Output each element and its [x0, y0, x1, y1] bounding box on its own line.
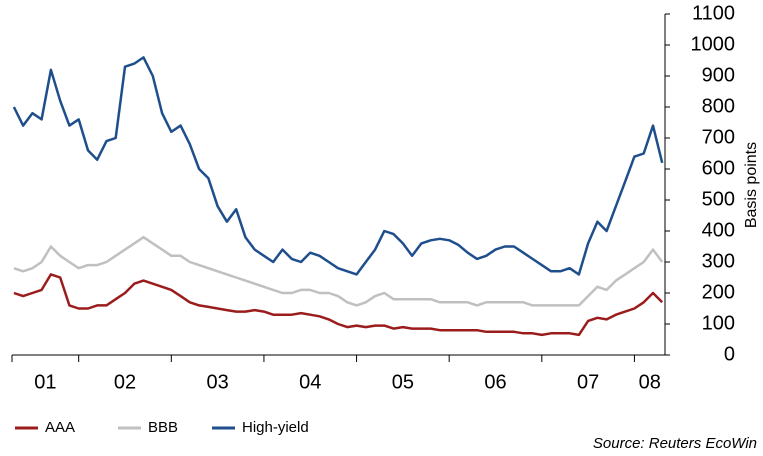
x-tick-label: 02	[114, 371, 136, 393]
x-tick-label: 06	[484, 371, 506, 393]
y-tick-label: 300	[702, 250, 735, 272]
legend-label: BBB	[148, 419, 178, 436]
y-tick-label: 400	[702, 219, 735, 241]
source-note: Source: Reuters EcoWin	[593, 435, 757, 451]
legend-label: AAA	[45, 419, 75, 436]
y-tick-label: 700	[702, 126, 735, 148]
x-tick-label: 04	[299, 371, 321, 393]
y-tick-label: 800	[702, 95, 735, 117]
x-tick-label: 01	[34, 371, 56, 393]
y-axis-label: Basis points	[743, 142, 760, 228]
legend-label: High-yield	[242, 419, 309, 436]
x-tick-label: 05	[392, 371, 414, 393]
x-tick-label: 08	[639, 371, 661, 393]
x-tick-label: 07	[577, 371, 599, 393]
y-tick-label: 900	[702, 64, 735, 86]
y-tick-label: 100	[702, 312, 735, 334]
y-tick-label: 600	[702, 157, 735, 179]
y-tick-label: 1000	[691, 33, 736, 55]
y-tick-label: 1100	[692, 2, 735, 24]
series-line	[13, 273, 664, 337]
y-tick-label: 500	[702, 188, 735, 210]
series-line	[12, 56, 664, 276]
x-tick-label: 03	[207, 371, 229, 393]
series-line	[13, 235, 664, 307]
y-tick-label: 200	[702, 281, 735, 303]
y-tick-label: 0	[724, 343, 735, 365]
